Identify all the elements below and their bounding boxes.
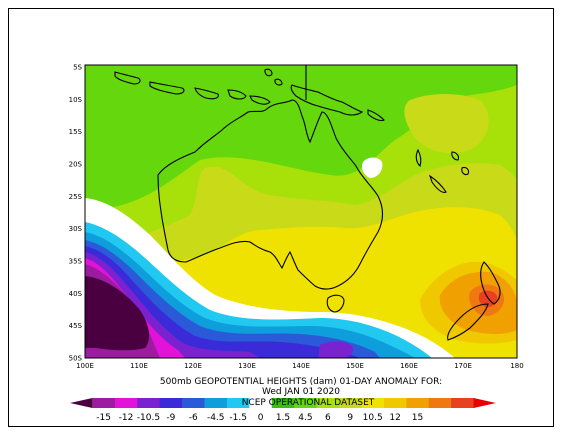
field-yg-north <box>404 94 489 154</box>
title-line-1: 500mb GEOPOTENTIAL HEIGHTS (dam) 01-DAY … <box>160 377 442 387</box>
latitude-labels: 5S 10S 15S 20S 25S 30S 35S 40S 45S 50S <box>69 64 83 363</box>
fiji-coast-2 <box>461 166 470 176</box>
colorbar-swatch <box>114 398 138 408</box>
colorbar-swatch <box>159 398 183 408</box>
colorbar-swatch <box>271 398 295 408</box>
colorbar-tick: -12 <box>119 413 134 423</box>
nz-north-island <box>480 261 501 305</box>
lat-label-15S: 15S <box>69 128 83 136</box>
colorbar-tick: 1.5 <box>276 413 290 423</box>
indonesia-coast-3 <box>194 87 219 100</box>
lon-label-130E: 130E <box>238 362 256 370</box>
lon-label-150E: 150E <box>346 362 364 370</box>
colorbar-tick: 6 <box>325 413 331 423</box>
colorbar-tick: 4.5 <box>298 413 312 423</box>
colorbar-swatch <box>451 398 475 408</box>
coastlines <box>114 65 501 341</box>
field-tasmania-low <box>318 341 354 358</box>
lat-label-50S: 50S <box>69 355 83 363</box>
indonesia-coast-1 <box>114 71 141 85</box>
colorbar-swatch <box>226 398 250 408</box>
colorbar-tick: 15 <box>412 413 423 423</box>
colorbar-tick: -1.5 <box>229 413 247 423</box>
colorbar-tick: -4.5 <box>207 413 225 423</box>
tasmania-coast <box>326 294 345 313</box>
lon-label-100E: 100E <box>76 362 94 370</box>
new-caledonia-coast <box>428 174 447 193</box>
lat-label-35S: 35S <box>69 258 83 266</box>
colorbar-swatch <box>92 398 116 408</box>
anomaly-field <box>85 65 517 358</box>
colorbar-swatch <box>316 398 340 408</box>
fiji-coast <box>451 151 460 161</box>
colorbar <box>70 398 496 408</box>
lon-label-120E: 120E <box>184 362 202 370</box>
indonesia-coast-2 <box>149 81 185 95</box>
colorbar-swatch <box>339 398 362 408</box>
lat-label-45S: 45S <box>69 322 83 330</box>
colorbar-tick: 9 <box>347 413 353 423</box>
colorbar-tick: 12 <box>389 413 400 423</box>
lat-label-30S: 30S <box>69 225 83 233</box>
colorbar-tick: -15 <box>96 413 111 423</box>
colorbar-tick: 0 <box>258 413 264 423</box>
colorbar-swatch <box>294 398 318 408</box>
island-north-1 <box>264 68 273 77</box>
plot-frame <box>8 8 554 427</box>
timor-coast <box>249 95 271 105</box>
nz-south-island <box>447 303 489 341</box>
lat-label-5S: 5S <box>73 64 82 72</box>
colorbar-arrow-low <box>70 398 93 408</box>
lat-label-40S: 40S <box>69 290 83 298</box>
colorbar-tick-labels: -15 -12 -10.5 -9 -6 -4.5 -1.5 0 1.5 4.5 6 9 10.5 12 15 <box>96 413 423 423</box>
longitude-labels: 100E 110E 120E 130E 140E 150E 160E 170E 180 <box>76 362 524 370</box>
lon-label-110E: 110E <box>130 362 148 370</box>
lon-label-170E: 170E <box>454 362 472 370</box>
dataset-label: NCEP OPERATIONAL DATASET <box>242 398 375 408</box>
colorbar-tick: -10.5 <box>137 413 160 423</box>
colorbar-swatch <box>182 398 206 408</box>
field-white-patch <box>361 157 383 178</box>
field-deep-low <box>85 276 150 351</box>
colorbar-swatch <box>406 398 430 408</box>
island-north-2 <box>274 78 283 86</box>
lat-label-10S: 10S <box>69 96 83 104</box>
colorbar-swatch <box>204 398 228 408</box>
colorbar-tick: -6 <box>189 413 198 423</box>
colorbar-swatch <box>383 398 407 408</box>
indonesia-coast-4 <box>227 89 247 100</box>
title-line-2: Wed JAN 01 2020 <box>262 387 340 397</box>
colorbar-swatch <box>249 398 273 408</box>
colorbar-tick: 10.5 <box>363 413 383 423</box>
plot-border <box>84 64 518 359</box>
lat-label-25S: 25S <box>69 193 83 201</box>
colorbar-swatch <box>428 398 452 408</box>
vanuatu-coast <box>415 148 422 168</box>
colorbar-swatch <box>361 398 385 408</box>
lon-label-180: 180 <box>510 362 523 370</box>
lon-label-160E: 160E <box>400 362 418 370</box>
lat-label-20S: 20S <box>69 161 83 169</box>
solomons-coast <box>367 109 385 122</box>
colorbar-tick: -9 <box>166 413 175 423</box>
colorbar-arrow-high <box>473 398 496 408</box>
australia-coast <box>157 99 384 290</box>
colorbar-swatch <box>137 398 161 408</box>
new-guinea-coast <box>290 84 364 116</box>
lon-label-140E: 140E <box>292 362 310 370</box>
